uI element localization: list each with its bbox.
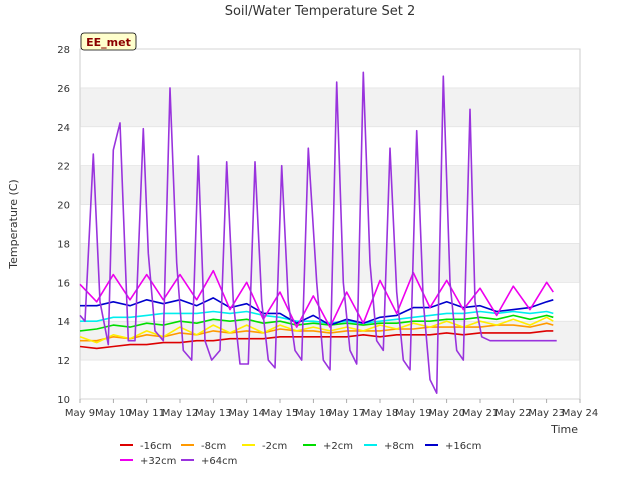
- y-tick-label: 12: [57, 356, 70, 367]
- legend-label: -8cm: [201, 441, 226, 452]
- y-tick-label: 14: [57, 317, 70, 328]
- x-tick-label: May 20: [428, 408, 465, 419]
- y-axis-label: Temperature (C): [7, 179, 20, 269]
- y-tick-label: 24: [57, 123, 70, 134]
- grid-band: [80, 87, 580, 127]
- legend: -16cm -8cm -2cm +2cm +8cm +16cm +32cm +64cm: [120, 441, 481, 467]
- legend-item-+8cm: +8cm: [364, 441, 414, 452]
- x-tick-label: May 22: [495, 408, 532, 419]
- series-line-+32cm: [79, 269, 554, 328]
- x-tick-label: May 13: [195, 408, 232, 419]
- legend-item--8cm: -8cm: [181, 441, 226, 452]
- legend-label: +32cm: [140, 456, 176, 467]
- legend-item-+2cm: +2cm: [303, 441, 353, 452]
- chart-title: Soil/Water Temperature Set 2: [225, 4, 416, 19]
- legend-item-+32cm: +32cm: [120, 456, 176, 467]
- grid-band: [80, 165, 580, 205]
- x-tick-label: May 14: [228, 408, 265, 419]
- series-line-+16cm: [80, 297, 554, 326]
- legend-label: -2cm: [262, 441, 287, 452]
- x-tick-label: May 9: [65, 408, 95, 419]
- y-tick-label: 10: [57, 395, 70, 406]
- annotation-box: EE_met: [80, 32, 137, 51]
- grid-bands: [80, 87, 580, 361]
- x-tick-label: May 21: [462, 408, 499, 419]
- legend-item--16cm: -16cm: [120, 441, 172, 452]
- legend-label: +8cm: [384, 441, 414, 452]
- x-axis-label: Time: [550, 423, 578, 436]
- series-lines: [79, 71, 557, 395]
- x-tick-label: May 10: [95, 408, 132, 419]
- x-tick-label: May 18: [362, 408, 399, 419]
- x-tick-label: May 17: [328, 408, 365, 419]
- x-tick-label: May 11: [128, 408, 165, 419]
- y-tick-label: 28: [57, 45, 70, 56]
- legend-label: +64cm: [201, 456, 237, 467]
- y-tick-label: 26: [57, 84, 70, 95]
- legend-item-+64cm: +64cm: [181, 456, 237, 467]
- series-line-+64cm: [79, 71, 557, 395]
- y-tick-label: 18: [57, 239, 70, 250]
- series-line--2cm: [79, 316, 554, 344]
- y-axis-ticks: 10 12 14 16 18 20 22 24 26 28: [57, 45, 580, 406]
- legend-item-+16cm: +16cm: [425, 441, 481, 452]
- x-tick-label: May 19: [395, 408, 432, 419]
- legend-label: +2cm: [323, 441, 353, 452]
- y-tick-label: 22: [57, 162, 70, 173]
- x-tick-label: May 12: [162, 408, 199, 419]
- x-tick-label: May 23: [528, 408, 565, 419]
- legend-item--2cm: -2cm: [242, 441, 287, 452]
- annotation-text: EE_met: [86, 36, 131, 49]
- x-tick-label: May 15: [262, 408, 299, 419]
- series-line-+8cm: [80, 310, 554, 325]
- grid-band: [80, 243, 580, 283]
- x-tick-label: May 16: [295, 408, 332, 419]
- y-tick-label: 20: [57, 201, 70, 212]
- annotation-background: [80, 32, 137, 51]
- x-tick-label: May 24: [562, 408, 599, 419]
- series-line-+2cm: [79, 314, 554, 332]
- legend-label: -16cm: [140, 441, 172, 452]
- y-tick-label: 16: [57, 278, 70, 289]
- legend-label: +16cm: [445, 441, 481, 452]
